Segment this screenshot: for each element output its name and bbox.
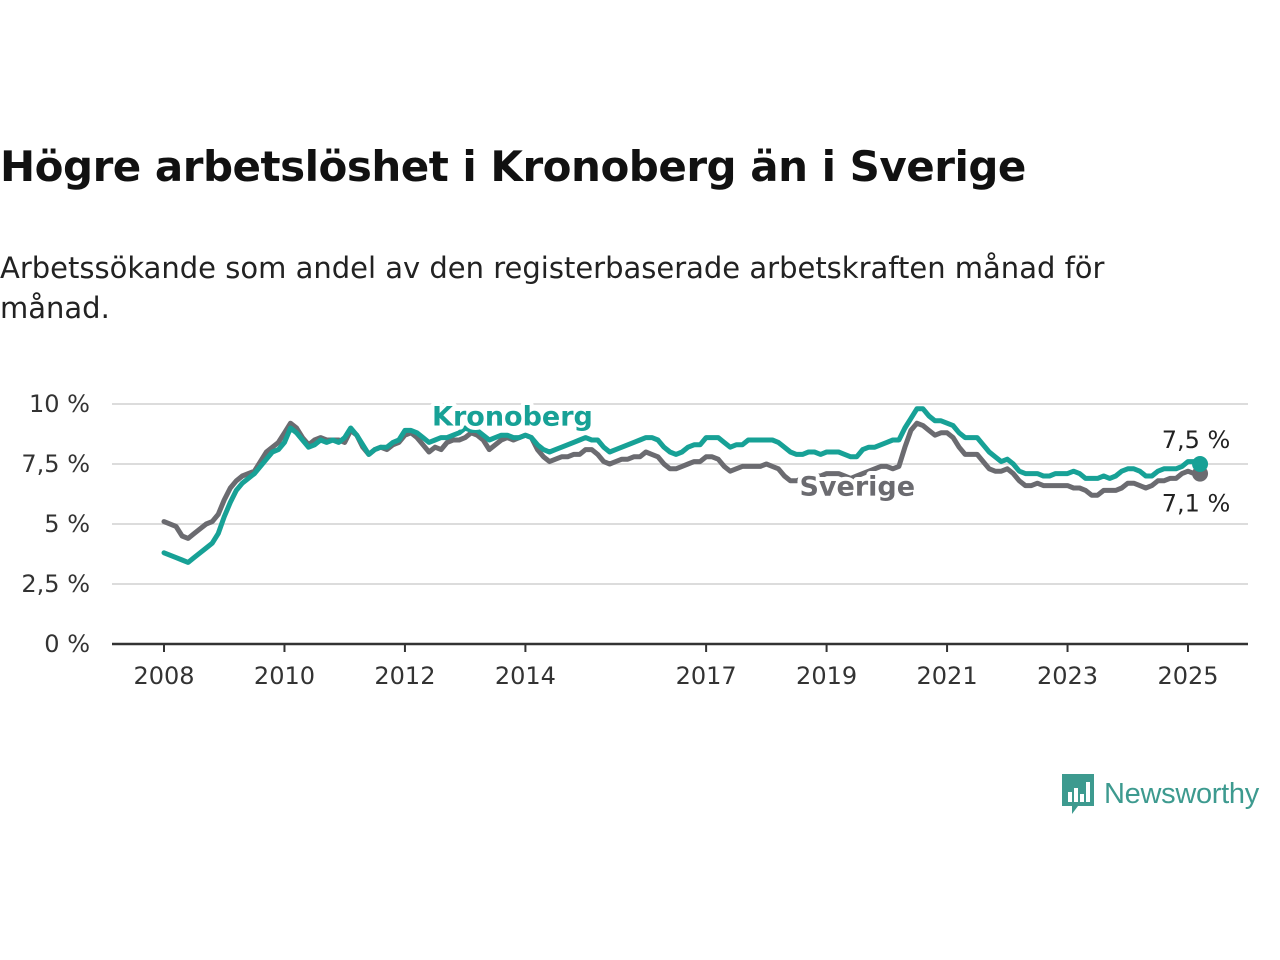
x-tick-label: 2017: [676, 662, 737, 690]
x-tick-label: 2021: [917, 662, 978, 690]
x-tick-label: 2025: [1157, 662, 1218, 690]
y-tick-label: 2,5 %: [21, 570, 90, 598]
x-tick-label: 2023: [1037, 662, 1098, 690]
series-label-kronoberg: Kronoberg: [432, 402, 593, 433]
x-tick-label: 2010: [254, 662, 315, 690]
chart-title: Högre arbetslöshet i Kronoberg än i Sver…: [0, 142, 1026, 191]
x-tick-label: 2008: [133, 662, 194, 690]
y-tick-label: 7,5 %: [21, 450, 90, 478]
x-axis: 2008 2010 2012 2014 2017 2019 2021 2023 2025: [112, 642, 1248, 690]
line-chart: 0 % 2,5 % 5 % 7,5 % 10 % 2008 2010 2012 2014 201…: [21, 390, 1248, 690]
newsworthy-bar-chart-icon: [1062, 774, 1094, 814]
logo-text: Newsworthy: [1104, 777, 1259, 810]
x-tick-label: 2014: [495, 662, 556, 690]
grid-lines: 0 % 2,5 % 5 % 7,5 % 10 %: [21, 390, 1248, 658]
end-value-label-kronoberg: 7,5 %: [1162, 426, 1231, 454]
series-lines: [161, 406, 1209, 565]
x-tick-label: 2019: [796, 662, 857, 690]
series-label-sverige: Sverige: [799, 472, 915, 503]
x-tick-label: 2012: [374, 662, 435, 690]
y-tick-label: 5 %: [44, 510, 90, 538]
end-point-kronoberg: [1192, 456, 1209, 472]
y-tick-label: 0 %: [44, 630, 90, 658]
end-value-label-sverige: 7,1 %: [1162, 490, 1231, 518]
newsworthy-logo[interactable]: Newsworthy: [1060, 772, 1259, 816]
chart-labels: Kronoberg Sverige 7,5 % 7,1 %: [428, 398, 1231, 518]
y-tick-label: 10 %: [29, 390, 90, 418]
series-line-kronoberg: [161, 406, 1203, 565]
chart-subtitle: Arbetssökande som andel av den registerb…: [0, 251, 1105, 325]
